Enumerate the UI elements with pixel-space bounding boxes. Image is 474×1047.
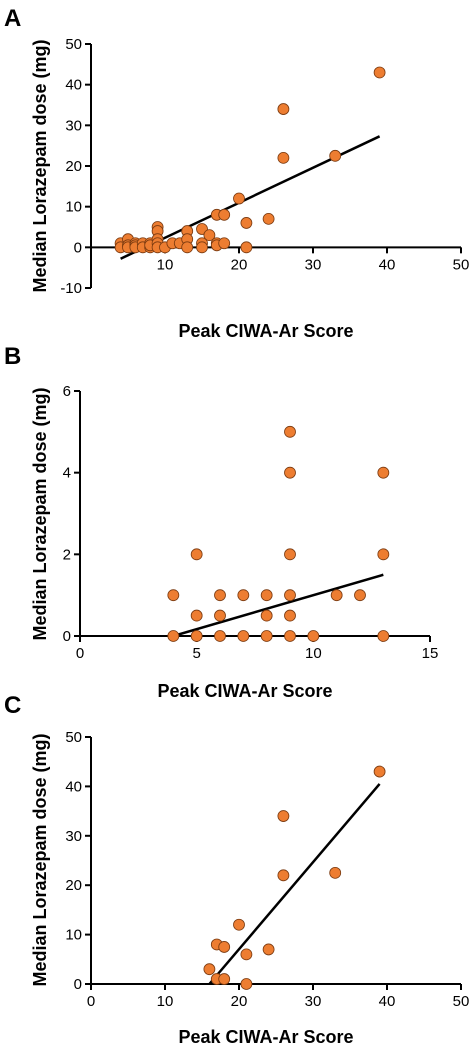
- data-point: [262, 943, 275, 956]
- data-point: [377, 466, 390, 479]
- y-tick-label: 10: [65, 199, 82, 216]
- data-point: [329, 866, 342, 879]
- y-tick-label: 40: [65, 778, 82, 795]
- y-tick-label: 50: [65, 36, 82, 53]
- panel-letter: C: [4, 692, 21, 719]
- y-tick-label: 0: [63, 628, 71, 645]
- panel-c: C 0 10 20 30 40 50 0 10 20 30 40 50 Peak CIWA-Ar Scor…: [4, 692, 469, 1047]
- data-point: [237, 630, 250, 642]
- y-axis-title: Median Lorazepam dose (mg): [30, 39, 50, 292]
- y-tick-label: 6: [63, 383, 71, 400]
- x-tick-label: 40: [379, 993, 396, 1010]
- y-tick-label: 2: [63, 546, 71, 563]
- y-tick-label: 30: [65, 117, 82, 134]
- data-point: [277, 810, 290, 822]
- data-point: [260, 609, 273, 622]
- regression-line: [172, 573, 384, 638]
- panel-letter: B: [4, 343, 21, 370]
- y-axis-title: Median Lorazepam dose (mg): [30, 387, 50, 640]
- data-point: [240, 948, 253, 961]
- x-tick-label: 15: [422, 645, 439, 662]
- data-point: [190, 609, 203, 622]
- data-point: [214, 609, 226, 622]
- y-axis-title: Median Lorazepam dose (mg): [30, 733, 50, 986]
- y-tick-label: 20: [65, 158, 82, 175]
- x-tick-label: 50: [453, 993, 470, 1010]
- data-point: [181, 241, 194, 254]
- x-tick-label: 20: [231, 256, 248, 273]
- data-point: [284, 609, 296, 622]
- data-point: [190, 548, 203, 561]
- x-tick-label: 10: [157, 256, 174, 273]
- x-axis-title: Peak CIWA-Ar Score: [178, 321, 353, 341]
- data-point: [240, 241, 253, 254]
- panel-letter: A: [4, 5, 21, 32]
- x-tick-label: 10: [305, 645, 322, 662]
- data-point: [167, 630, 180, 642]
- data-point: [190, 630, 203, 642]
- data-point: [203, 229, 216, 242]
- panel-b: B 0 2 4 6 0 5 10 15 Peak CIWA-Ar Score Median Lora…: [4, 343, 438, 701]
- data-point: [214, 630, 226, 642]
- data-point: [218, 973, 231, 985]
- data-point: [284, 589, 296, 602]
- y-tick-label: 50: [65, 729, 82, 746]
- x-axis-title: Peak CIWA-Ar Score: [178, 1027, 353, 1047]
- data-point: [373, 765, 386, 778]
- data-point: [218, 208, 231, 221]
- data-point: [377, 548, 390, 561]
- x-tick-label: 50: [453, 256, 470, 273]
- data-point: [233, 918, 245, 931]
- data-point: [277, 151, 290, 164]
- y-tick-label: 0: [74, 976, 82, 993]
- data-point: [167, 589, 180, 602]
- data-point: [203, 963, 216, 976]
- x-tick-label: 0: [87, 993, 95, 1010]
- data-point: [260, 630, 273, 642]
- data-point: [196, 241, 208, 254]
- regression-line: [208, 783, 381, 985]
- data-point: [262, 212, 275, 225]
- y-tick-label: 4: [63, 465, 71, 482]
- y-tick-label: -10: [60, 280, 82, 297]
- panel-a: A -10 0 10 20 30 40 50 10 20 30 40 50 Peak CIWA-Ar Sc…: [4, 5, 469, 341]
- data-point: [240, 217, 253, 229]
- data-point: [377, 630, 390, 642]
- data-point: [214, 589, 226, 602]
- data-point: [284, 425, 296, 438]
- data-point: [284, 630, 296, 642]
- data-point: [284, 548, 296, 561]
- x-axis-title: Peak CIWA-Ar Score: [157, 681, 332, 701]
- y-tick-label: 30: [65, 828, 82, 845]
- data-point: [373, 66, 386, 79]
- x-tick-label: 5: [192, 645, 200, 662]
- y-tick-label: 0: [74, 239, 82, 256]
- y-tick-label: 20: [65, 877, 82, 894]
- x-tick-label: 10: [157, 993, 174, 1010]
- data-point: [277, 103, 290, 115]
- x-tick-label: 20: [231, 993, 248, 1010]
- x-tick-label: 30: [305, 993, 322, 1010]
- x-tick-label: 40: [379, 256, 396, 273]
- data-point: [237, 589, 250, 602]
- data-point: [218, 237, 231, 250]
- data-point: [277, 869, 290, 882]
- data-point: [233, 192, 245, 205]
- data-point: [218, 941, 231, 953]
- data-point: [330, 589, 343, 602]
- data-point: [307, 630, 320, 642]
- x-tick-label: 0: [76, 645, 84, 662]
- data-point: [284, 466, 296, 479]
- data-point: [329, 149, 342, 162]
- data-point: [240, 978, 253, 990]
- y-tick-label: 40: [65, 77, 82, 94]
- data-point: [354, 589, 366, 602]
- x-tick-label: 30: [305, 256, 322, 273]
- y-tick-label: 10: [65, 927, 82, 944]
- data-point: [260, 589, 273, 602]
